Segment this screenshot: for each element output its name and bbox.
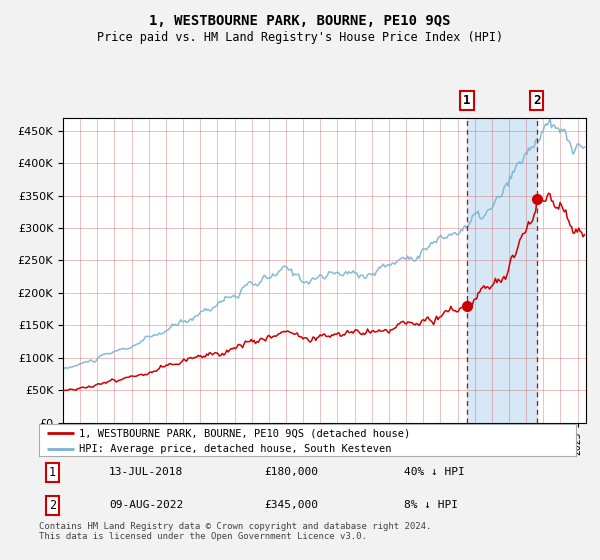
Text: Price paid vs. HM Land Registry's House Price Index (HPI): Price paid vs. HM Land Registry's House … <box>97 31 503 44</box>
Text: £180,000: £180,000 <box>265 467 319 477</box>
Text: 40% ↓ HPI: 40% ↓ HPI <box>404 467 465 477</box>
Text: 1, WESTBOURNE PARK, BOURNE, PE10 9QS (detached house): 1, WESTBOURNE PARK, BOURNE, PE10 9QS (de… <box>79 428 410 438</box>
Text: Contains HM Land Registry data © Crown copyright and database right 2024.
This d: Contains HM Land Registry data © Crown c… <box>39 522 431 542</box>
Text: 2: 2 <box>49 498 56 512</box>
Text: 1, WESTBOURNE PARK, BOURNE, PE10 9QS: 1, WESTBOURNE PARK, BOURNE, PE10 9QS <box>149 14 451 28</box>
Text: 13-JUL-2018: 13-JUL-2018 <box>109 467 183 477</box>
Bar <box>467 118 536 423</box>
Text: 8% ↓ HPI: 8% ↓ HPI <box>404 500 458 510</box>
Text: 09-AUG-2022: 09-AUG-2022 <box>109 500 183 510</box>
Text: £345,000: £345,000 <box>265 500 319 510</box>
Text: 1: 1 <box>463 94 470 108</box>
Text: 1: 1 <box>49 465 56 479</box>
Text: 2: 2 <box>533 94 541 108</box>
Text: HPI: Average price, detached house, South Kesteven: HPI: Average price, detached house, Sout… <box>79 445 392 454</box>
